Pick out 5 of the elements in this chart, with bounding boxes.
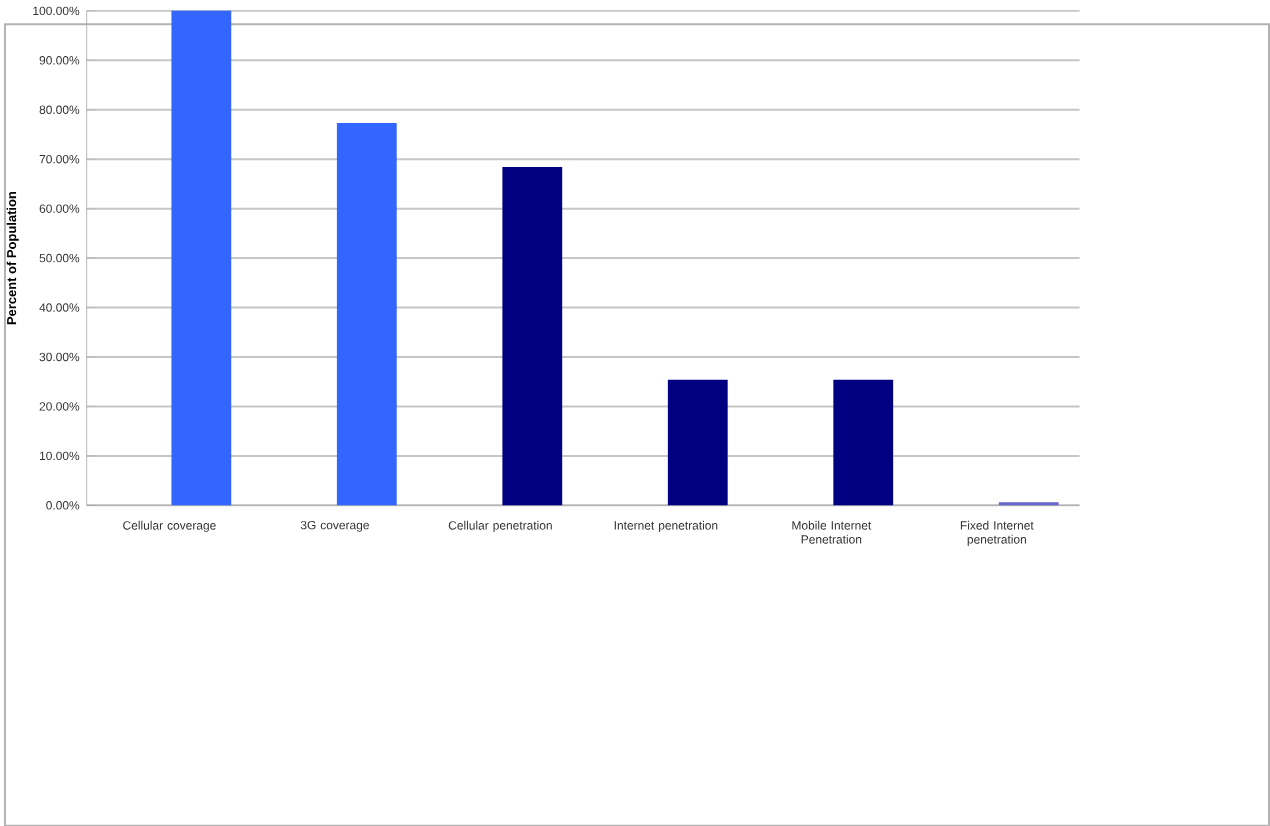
- bar: [667, 379, 728, 505]
- bar: [336, 122, 397, 505]
- bar: [171, 10, 232, 505]
- bar: [833, 379, 894, 505]
- bar: [502, 166, 563, 505]
